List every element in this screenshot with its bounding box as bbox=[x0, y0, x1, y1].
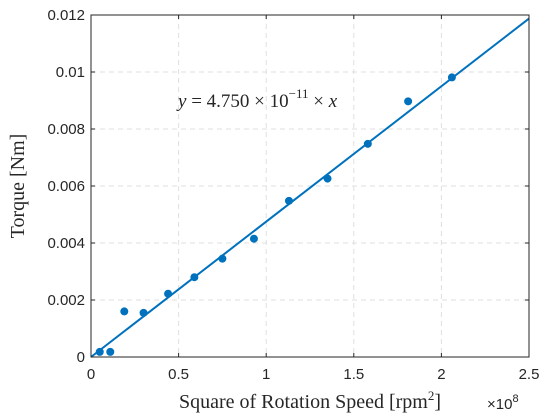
equation-annotation: y = 4.750 × 10−11 × x bbox=[176, 86, 338, 112]
x-axis-title: Square of Rotation Speed [rpm2] bbox=[179, 388, 441, 413]
y-tick-label: 0.008 bbox=[47, 121, 85, 138]
x-tick-label: 0.5 bbox=[168, 366, 189, 383]
x-tick-label: 0 bbox=[87, 366, 95, 383]
data-point bbox=[190, 273, 199, 282]
x-tick-label: 2.5 bbox=[519, 366, 540, 383]
equation-exponent: −11 bbox=[289, 86, 309, 101]
data-point bbox=[363, 139, 372, 148]
equation-rhs: x bbox=[328, 91, 338, 112]
data-point bbox=[164, 289, 173, 298]
y-tick-label: 0.004 bbox=[47, 235, 85, 252]
x-tick-label: 1.5 bbox=[343, 366, 364, 383]
data-point bbox=[218, 254, 227, 263]
data-point bbox=[249, 234, 258, 243]
ticks bbox=[90, 14, 530, 358]
x-axis-title-text: Square of Rotation Speed [rpm bbox=[179, 391, 428, 413]
x-axis-exponent-power: 8 bbox=[512, 393, 518, 405]
data-point bbox=[106, 347, 115, 356]
data-point bbox=[120, 307, 129, 316]
data-point bbox=[404, 97, 413, 106]
x-axis-title-sup: 2 bbox=[428, 388, 435, 403]
equation-coefficient: = 4.750 × 10 bbox=[186, 91, 288, 112]
y-axis-title: Torque [Nm] bbox=[7, 134, 29, 239]
y-tick-label: 0.002 bbox=[47, 292, 85, 309]
data-point bbox=[323, 174, 332, 183]
data-point bbox=[139, 308, 148, 317]
x-tick-label: 2 bbox=[437, 366, 445, 383]
y-tick-label: 0 bbox=[77, 349, 85, 366]
x-axis-exponent-base: ×10 bbox=[487, 396, 512, 413]
equation-lhs: y bbox=[176, 91, 187, 112]
y-tick-label: 0.012 bbox=[47, 7, 85, 24]
equation-times: × bbox=[308, 91, 328, 112]
data-point bbox=[447, 73, 456, 82]
data-points bbox=[95, 73, 456, 356]
data-point bbox=[95, 347, 104, 356]
x-axis-title-close: ] bbox=[434, 391, 441, 413]
data-point bbox=[284, 196, 293, 205]
x-axis-exponent: ×108 bbox=[487, 393, 519, 413]
y-tick-label: 0.01 bbox=[56, 64, 85, 81]
y-tick-label: 0.006 bbox=[47, 178, 85, 195]
fit-line-group bbox=[90, 17, 530, 358]
tick-labels: 0 0.5 1 1.5 2 2.5 0 0.002 0.004 0.006 0.008 0.01 0.0… bbox=[47, 7, 539, 383]
x-tick-label: 1 bbox=[262, 366, 270, 383]
fit-line bbox=[90, 17, 530, 358]
